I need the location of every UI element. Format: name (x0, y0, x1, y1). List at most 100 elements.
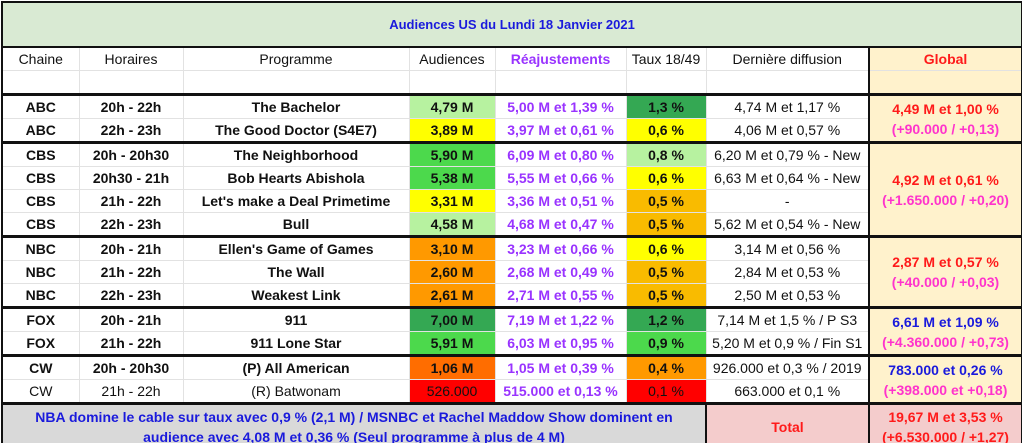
global-value: 4,49 M et 1,00 % (892, 100, 999, 117)
reajustement-cell: 2,71 M et 0,55 % (494, 283, 627, 308)
header-audiences: Audiences (408, 46, 496, 71)
audience-cell: 3,31 M (408, 189, 496, 213)
channel-cell: CBS (1, 166, 80, 190)
taux-cell: 0,1 % (625, 379, 707, 404)
time-cell: 20h30 - 21h (78, 166, 184, 190)
program-cell: 911 Lone Star (182, 331, 410, 356)
channel-cell: CBS (1, 189, 80, 213)
sheet-title: Audiences US du Lundi 18 Janvier 2021 (0, 1, 1022, 48)
reajustement-cell: 7,19 M et 1,22 % (494, 306, 627, 332)
last-broadcast-cell: 663.000 et 0,1 % (705, 379, 870, 404)
audience-cell: 5,38 M (408, 166, 496, 190)
program-cell: (R) Batwonam (182, 379, 410, 404)
reajustement-cell: 3,23 M et 0,66 % (494, 235, 627, 261)
last-broadcast-cell: 3,14 M et 0,56 % (705, 235, 870, 261)
table-row: CBS 22h - 23h Bull 4,58 M 4,68 M et 0,47 % 0,… (1, 212, 1022, 237)
footer-row: NBA domine le cable sur taux avec 0,9 % … (1, 402, 1022, 443)
last-broadcast-cell: 2,84 M et 0,53 % (705, 260, 870, 284)
taux-cell: 1,2 % (625, 306, 707, 332)
table-row: NBC 22h - 23h Weakest Link 2,61 M 2,71 M et … (1, 283, 1022, 308)
reajustement-cell: 515.000 et 0,13 % (494, 379, 627, 404)
taux-cell: 0,5 % (625, 212, 707, 237)
time-cell: 20h - 20h30 (78, 354, 184, 380)
time-cell: 22h - 23h (78, 118, 184, 143)
table-row: NBC 21h - 22h The Wall 2,60 M 2,68 M et 0,49… (1, 260, 1022, 284)
channel-cell: NBC (1, 235, 80, 261)
table-row: FOX 21h - 22h 911 Lone Star 5,91 M 6,03 M et… (1, 331, 1022, 356)
global-cell: 4,92 M et 0,61 % (+1.650.000 / +0,20) (867, 141, 1022, 237)
program-cell: The Neighborhood (182, 141, 410, 167)
global-value: 783.000 et 0,26 % (888, 361, 1003, 378)
audience-cell: 7,00 M (408, 306, 496, 332)
total-line1: 19,67 M et 3,53 % (888, 409, 1003, 425)
taux-cell: 0,9 % (625, 331, 707, 356)
reajustement-cell: 3,36 M et 0,51 % (494, 189, 627, 213)
time-cell: 20h - 21h (78, 306, 184, 332)
global-value: 6,61 M et 1,09 % (892, 313, 999, 330)
program-cell: Weakest Link (182, 283, 410, 308)
audience-cell: 5,90 M (408, 141, 496, 167)
channel-cell: CBS (1, 212, 80, 237)
program-cell: (P) All American (182, 354, 410, 380)
global-delta: (+40.000 / +0,03) (891, 274, 1000, 290)
reajustement-cell: 5,55 M et 0,66 % (494, 166, 627, 190)
table-row: ABC 22h - 23h The Good Doctor (S4E7) 3,89 M… (1, 118, 1022, 143)
channel-cell: CW (1, 354, 80, 380)
table-row: FOX 20h - 21h 911 7,00 M 7,19 M et 1,22 % 1,2… (1, 306, 1022, 356)
global-delta: (+398.000 et +0,18) (883, 381, 1008, 398)
reajustement-cell: 6,03 M et 0,95 % (494, 331, 627, 356)
table-row: CW 20h - 20h30 (P) All American 1,06 M 1,05 … (1, 354, 1022, 404)
header-reajustements: Réajustements (494, 46, 627, 71)
taux-cell: 0,5 % (625, 283, 707, 308)
footer-note: NBA domine le cable sur taux avec 0,9 % … (1, 402, 707, 443)
global-delta: (+4.360.000 / +0,73) (882, 333, 1009, 350)
audience-cell: 4,79 M (408, 93, 496, 119)
header-derniere-diffusion: Dernière diffusion (705, 46, 870, 71)
taux-cell: 1,3 % (625, 93, 707, 119)
last-broadcast-cell: 4,74 M et 1,17 % (705, 93, 870, 119)
program-cell: 911 (182, 306, 410, 332)
last-broadcast-cell: 7,14 M et 1,5 % / P S3 (705, 306, 870, 332)
table-row: CBS 21h - 22h Let's make a Deal Primetime 3… (1, 189, 1022, 213)
channel-cell: ABC (1, 93, 80, 119)
program-cell: Ellen's Game of Games (182, 235, 410, 261)
blank-row (1, 70, 1022, 95)
reajustement-cell: 3,97 M et 0,61 % (494, 118, 627, 143)
program-cell: The Good Doctor (S4E7) (182, 118, 410, 143)
global-cell: 6,61 M et 1,09 % (+4.360.000 / +0,73) (867, 306, 1022, 356)
channel-cell: ABC (1, 118, 80, 143)
audience-cell: 3,10 M (408, 235, 496, 261)
taux-cell: 0,6 % (625, 166, 707, 190)
total-line2: (+6.530.000 / +1,27) (882, 429, 1009, 443)
channel-cell: NBC (1, 283, 80, 308)
global-value: 2,87 M et 0,57 % (892, 254, 999, 270)
audience-cell: 2,61 M (408, 283, 496, 308)
last-broadcast-cell: 4,06 M et 0,57 % (705, 118, 870, 143)
channel-cell: FOX (1, 306, 80, 332)
taux-cell: 0,6 % (625, 235, 707, 261)
reajustement-cell: 6,09 M et 0,80 % (494, 141, 627, 167)
last-broadcast-cell: 6,63 M et 0,64 % - New (705, 166, 870, 190)
time-cell: 22h - 23h (78, 212, 184, 237)
audience-cell: 1,06 M (408, 354, 496, 380)
global-cell: 783.000 et 0,26 % (+398.000 et +0,18) (867, 354, 1022, 404)
program-cell: Bull (182, 212, 410, 237)
last-broadcast-cell: 5,20 M et 0,9 % / Fin S1 (705, 331, 870, 356)
global-cell: 2,87 M et 0,57 % (+40.000 / +0,03) (867, 235, 1022, 308)
time-cell: 20h - 22h (78, 93, 184, 119)
time-cell: 21h - 22h (78, 260, 184, 284)
taux-cell: 0,5 % (625, 260, 707, 284)
last-broadcast-cell: 5,62 M et 0,54 % - New (705, 212, 870, 237)
last-broadcast-cell: 6,20 M et 0,79 % - New (705, 141, 870, 167)
time-cell: 21h - 22h (78, 379, 184, 404)
reajustement-cell: 4,68 M et 0,47 % (494, 212, 627, 237)
taux-cell: 0,6 % (625, 118, 707, 143)
reajustement-cell: 2,68 M et 0,49 % (494, 260, 627, 284)
time-cell: 20h - 20h30 (78, 141, 184, 167)
time-cell: 21h - 22h (78, 189, 184, 213)
table-row: CBS 20h - 20h30 The Neighborhood 5,90 M 6,09… (1, 141, 1022, 237)
channel-cell: NBC (1, 260, 80, 284)
